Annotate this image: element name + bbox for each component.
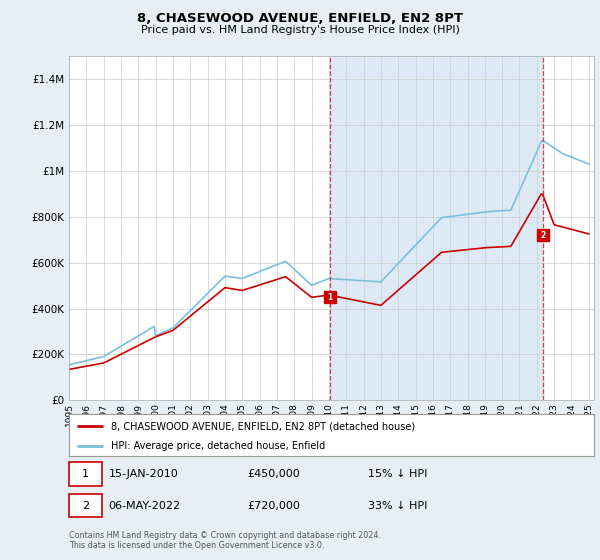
Text: £720,000: £720,000 bbox=[248, 501, 301, 511]
FancyBboxPatch shape bbox=[69, 494, 101, 517]
Text: 15% ↓ HPI: 15% ↓ HPI bbox=[368, 469, 428, 479]
Text: 06-MAY-2022: 06-MAY-2022 bbox=[109, 501, 181, 511]
Bar bbox=[329, 56, 543, 400]
Text: 1: 1 bbox=[327, 292, 332, 302]
Text: Contains HM Land Registry data © Crown copyright and database right 2024.
This d: Contains HM Land Registry data © Crown c… bbox=[69, 531, 381, 550]
Text: 1: 1 bbox=[82, 469, 89, 479]
Text: 8, CHASEWOOD AVENUE, ENFIELD, EN2 8PT: 8, CHASEWOOD AVENUE, ENFIELD, EN2 8PT bbox=[137, 12, 463, 25]
Text: £450,000: £450,000 bbox=[248, 469, 300, 479]
Text: 33% ↓ HPI: 33% ↓ HPI bbox=[368, 501, 428, 511]
Text: 2: 2 bbox=[82, 501, 89, 511]
Text: HPI: Average price, detached house, Enfield: HPI: Average price, detached house, Enfi… bbox=[111, 441, 325, 451]
Text: 8, CHASEWOOD AVENUE, ENFIELD, EN2 8PT (detached house): 8, CHASEWOOD AVENUE, ENFIELD, EN2 8PT (d… bbox=[111, 421, 415, 431]
Text: 2: 2 bbox=[541, 231, 546, 240]
FancyBboxPatch shape bbox=[69, 463, 101, 486]
Text: Price paid vs. HM Land Registry's House Price Index (HPI): Price paid vs. HM Land Registry's House … bbox=[140, 25, 460, 35]
Text: 15-JAN-2010: 15-JAN-2010 bbox=[109, 469, 178, 479]
